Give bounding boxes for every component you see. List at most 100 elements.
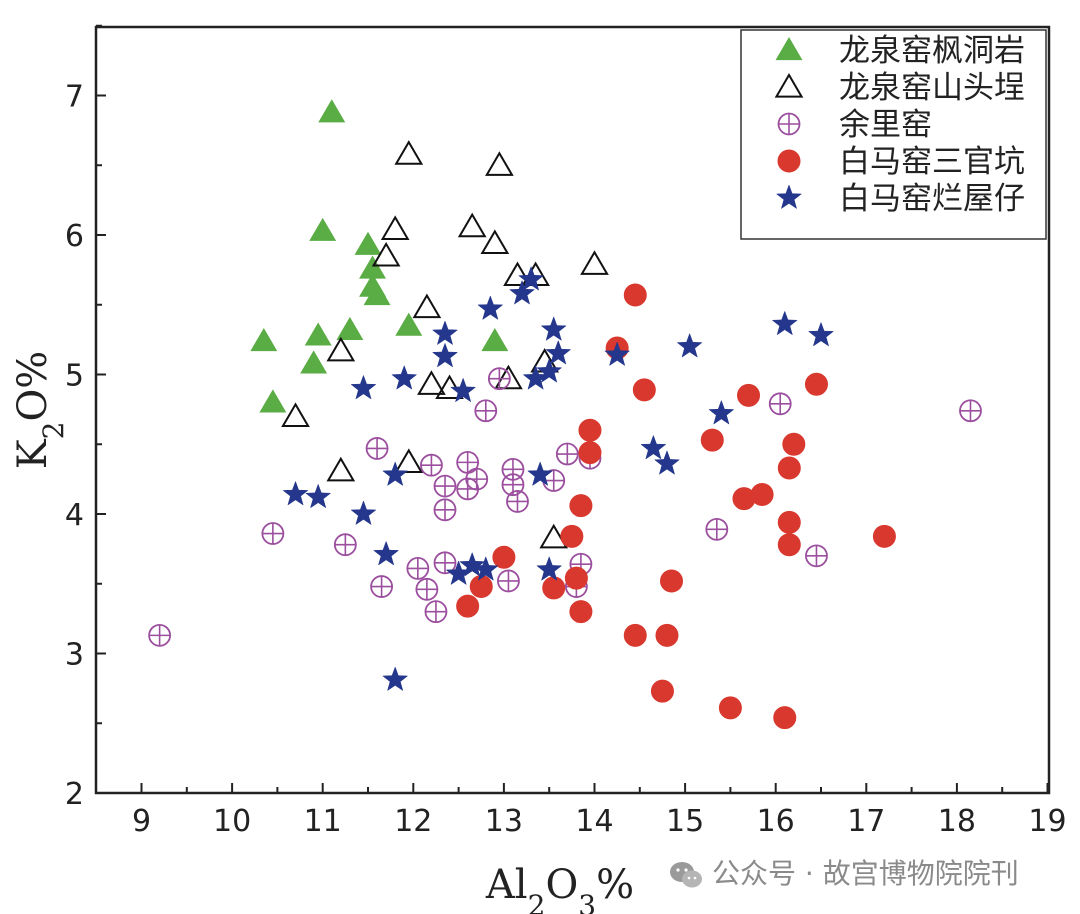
data-point-series-4 — [777, 510, 801, 534]
data-point-series-3 — [768, 392, 792, 416]
y-tick-label: 3 — [65, 638, 84, 673]
data-point-series-5 — [282, 480, 309, 506]
data-point-series-5 — [708, 399, 735, 425]
data-point-series-4 — [560, 524, 584, 548]
data-point-series-4 — [718, 696, 742, 720]
data-point-series-1 — [309, 217, 337, 241]
watermark: 公众号 · 故宫博物院院刊 — [668, 852, 1019, 892]
y-axis-ticks: 2 3 4 5 6 7 — [65, 24, 106, 812]
data-point-series-5 — [545, 339, 572, 365]
data-point-series-3 — [705, 517, 729, 541]
data-point-series-3 — [497, 569, 520, 593]
x-tick-label: 10 — [213, 804, 251, 839]
data-point-series-4 — [773, 706, 797, 730]
y-tick-label: 2 — [65, 777, 84, 812]
data-point-series-3 — [406, 557, 430, 580]
data-point-series-1 — [250, 328, 278, 352]
y-tick-label: 4 — [65, 498, 84, 533]
data-point-series-4 — [469, 575, 493, 599]
data-point-series-4 — [872, 524, 896, 548]
data-point-series-1 — [336, 316, 364, 340]
data-point-series-2 — [503, 261, 532, 287]
data-point-series-4 — [492, 545, 516, 569]
data-point-series-5 — [676, 332, 703, 358]
data-point-series-5 — [640, 434, 667, 460]
data-point-series-5 — [459, 551, 486, 577]
data-point-series-5 — [536, 556, 563, 581]
x-tick-label: 15 — [666, 804, 704, 839]
data-point-series-3 — [365, 437, 389, 460]
x-tick-label: 13 — [485, 804, 523, 839]
data-point-series-3 — [370, 575, 393, 598]
data-point-series-2 — [580, 250, 609, 275]
data-point-series-4 — [623, 623, 647, 647]
data-point-series-5 — [653, 450, 681, 475]
x-tick-label: 14 — [575, 804, 613, 839]
data-point-series-4 — [578, 418, 602, 442]
data-point-series-5 — [350, 500, 377, 526]
data-point-series-1 — [318, 99, 346, 123]
data-point-series-5 — [391, 364, 418, 390]
data-point-series-4 — [456, 594, 480, 618]
data-point-series-2 — [417, 370, 446, 395]
data-point-series-1 — [363, 281, 391, 306]
data-point-series-4 — [777, 456, 801, 480]
legend-label: 余里窑 — [839, 107, 932, 143]
x-axis-ticks: 9 10 11 12 13 14 15 16 17 18 19 — [132, 783, 1067, 839]
data-point-series-4 — [578, 441, 602, 465]
data-point-series-4 — [650, 679, 674, 703]
legend-marker — [775, 37, 803, 61]
data-point-series-4 — [737, 383, 761, 407]
y-tick-label: 7 — [65, 80, 84, 115]
data-point-series-3 — [261, 522, 285, 545]
data-point-series-5 — [604, 341, 631, 367]
data-point-series-1 — [481, 328, 509, 352]
data-point-series-3 — [456, 450, 480, 474]
data-point-series-4 — [632, 378, 656, 402]
x-axis-label: Al2O3% — [485, 862, 634, 914]
data-point-series-3 — [487, 367, 511, 391]
data-point-series-5 — [305, 483, 332, 509]
data-point-series-1 — [304, 322, 332, 346]
data-point-series-3 — [433, 498, 457, 522]
data-point-series-5 — [382, 666, 409, 692]
data-point-series-2 — [457, 212, 487, 238]
data-point-series-1 — [354, 231, 382, 255]
data-point-series-3 — [805, 544, 828, 568]
legend-marker — [774, 73, 804, 98]
data-point-series-5 — [518, 265, 545, 291]
data-point-series-2 — [480, 229, 510, 254]
data-point-series-5 — [807, 321, 835, 347]
data-point-series-1 — [300, 350, 328, 374]
data-point-series-3 — [506, 490, 529, 513]
data-point-series-3 — [333, 533, 357, 557]
data-point-series-3 — [465, 467, 489, 491]
data-point-series-2 — [485, 151, 514, 176]
data-point-series-4 — [655, 623, 679, 647]
legend-label: 龙泉窑枫洞岩 — [839, 33, 1025, 69]
data-point-series-5 — [450, 377, 477, 403]
wechat-icon — [668, 860, 704, 890]
x-tick-label: 18 — [938, 804, 976, 839]
data-point-series-5 — [540, 316, 567, 341]
data-point-series-2 — [539, 523, 569, 549]
data-point-series-5 — [477, 295, 504, 321]
data-point-series-3 — [415, 577, 439, 601]
legend-marker — [777, 112, 801, 136]
data-point-series-4 — [660, 569, 684, 593]
data-point-series-2 — [371, 241, 401, 267]
data-point-series-5 — [527, 461, 554, 487]
y-tick-label: 5 — [65, 359, 84, 394]
data-point-series-5 — [350, 374, 377, 400]
y-axis-label: K2O% — [10, 351, 70, 470]
legend-marker — [777, 149, 801, 173]
x-tick-label: 16 — [757, 804, 795, 839]
data-point-series-4 — [569, 600, 593, 624]
data-point-series-3 — [148, 623, 172, 647]
y-tick-label: 6 — [65, 219, 84, 254]
data-point-series-4 — [569, 494, 593, 518]
data-point-series-5 — [431, 342, 459, 368]
data-point-series-1 — [395, 312, 423, 336]
x-tick-label: 11 — [304, 804, 342, 839]
